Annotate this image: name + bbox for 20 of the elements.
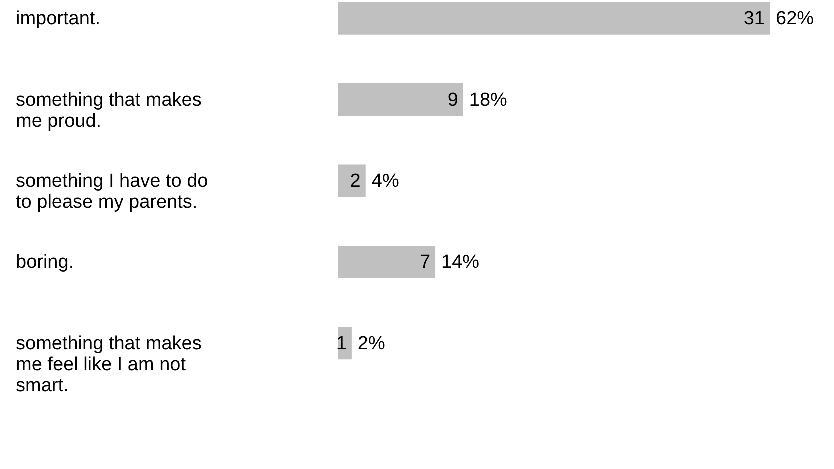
annotation: 14% — [442, 252, 480, 274]
y-tick-label: something that makes me feel like I am not smart. — [16, 333, 202, 396]
annotation: 62% — [776, 8, 814, 30]
annotation: 18% — [469, 90, 508, 111]
annotation: 4% — [372, 171, 400, 192]
y-tick-label: something that makes me proud. — [16, 90, 202, 132]
bar — [338, 327, 352, 360]
bar — [338, 2, 770, 35]
data-label: 9 — [448, 90, 458, 111]
data-label: 2 — [350, 171, 361, 192]
y-tick-label: something I have to do to please my parents. — [16, 171, 208, 213]
bar — [338, 164, 366, 198]
y-tick-label: important. — [16, 8, 100, 30]
bar — [338, 246, 436, 278]
data-label: 31 — [744, 8, 765, 30]
annotation: 2% — [358, 333, 386, 354]
data-label: 7 — [420, 252, 431, 274]
bar — [338, 84, 464, 116]
y-tick-label: boring. — [16, 252, 74, 274]
data-label: 1 — [336, 333, 347, 354]
